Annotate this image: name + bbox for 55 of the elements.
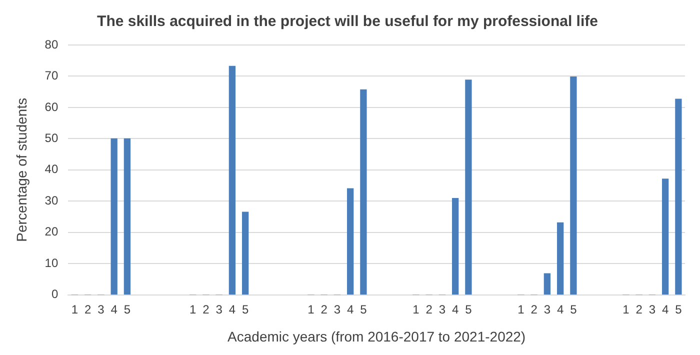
x-tick-label: 2 (320, 302, 328, 316)
bar (110, 138, 118, 295)
x-tick-label: 5 (465, 302, 472, 316)
x-tick-label: 5 (242, 302, 249, 316)
x-tick-label: 4 (228, 302, 236, 316)
x-tick-label: 5 (360, 302, 368, 316)
bar (662, 178, 669, 295)
bar (242, 212, 249, 295)
y-tick-label: 40 (44, 162, 58, 176)
x-tick-label: 2 (84, 302, 92, 316)
bar (452, 198, 459, 295)
bar (465, 80, 472, 295)
bar (675, 98, 682, 295)
x-tick-label: 4 (662, 302, 669, 316)
y-tick-label: 20 (44, 224, 58, 239)
y-tick-label: 10 (44, 256, 58, 270)
x-tick-label: 1 (622, 302, 630, 316)
bar (228, 66, 236, 295)
x-tick-label: 4 (556, 302, 564, 316)
bar (544, 273, 551, 295)
x-tick-label: 3 (544, 302, 551, 316)
x-tick-label: 1 (518, 302, 525, 316)
x-tick-label: 5 (570, 302, 578, 316)
x-tick-label: 3 (334, 302, 341, 316)
x-tick-label: 1 (189, 302, 196, 316)
bar (124, 138, 131, 295)
y-axis-title: Percentage of students (13, 98, 30, 242)
y-tick-label: 30 (44, 193, 58, 208)
y-tick-label: 60 (44, 100, 58, 114)
bar (556, 222, 564, 295)
y-tick-label: 50 (44, 130, 58, 145)
y-tick-label: 80 (44, 37, 58, 52)
x-tick-label: 4 (452, 302, 459, 316)
bar (360, 89, 367, 295)
chart-title: The skills acquired in the project will be useful for my professional life (97, 13, 598, 30)
x-tick-label: 1 (412, 302, 420, 316)
x-tick-label: 2 (636, 302, 643, 316)
x-tick-label: 5 (675, 302, 682, 316)
x-tick-label: 2 (202, 302, 210, 316)
x-tick-label: 2 (426, 302, 433, 316)
x-tick-label: 1 (308, 302, 315, 316)
x-tick-label: 3 (216, 302, 223, 316)
x-tick-label: 1 (71, 302, 78, 316)
y-tick-label: 0 (51, 287, 58, 302)
x-tick-label: 2 (530, 302, 538, 316)
x-tick-label: 3 (648, 302, 656, 316)
x-tick-label: 4 (110, 302, 118, 316)
x-tick-label: 3 (438, 302, 446, 316)
bar (346, 188, 354, 295)
x-tick-label: 4 (346, 302, 354, 316)
x-tick-label: 3 (98, 302, 105, 316)
bar (570, 76, 577, 295)
y-tick-label: 70 (44, 68, 58, 83)
x-axis-title: Academic years (from 2016-2017 to 2021-2022) (228, 328, 526, 344)
x-tick-label: 5 (124, 302, 131, 316)
